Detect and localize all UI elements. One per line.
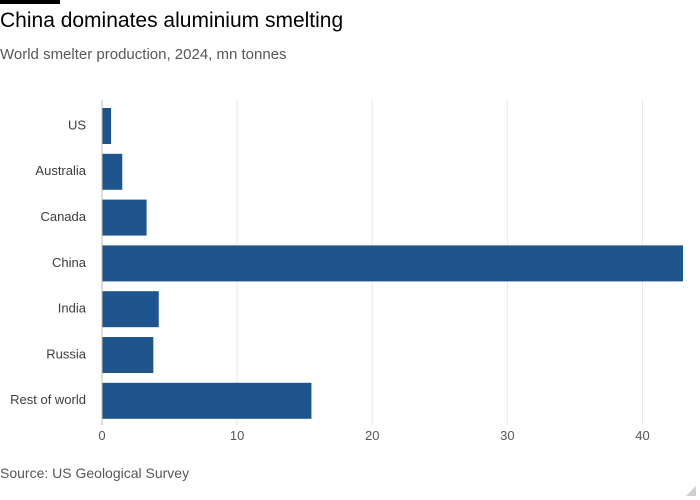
category-label: Russia bbox=[46, 346, 87, 361]
category-label: Australia bbox=[35, 163, 86, 178]
bar bbox=[102, 382, 312, 419]
bar-chart: US Australia Canada China India Russia Rest of… bbox=[10, 100, 683, 443]
resize-grip-icon bbox=[686, 486, 696, 496]
source-note: Source: US Geological Survey bbox=[0, 465, 190, 481]
brand-bar bbox=[0, 0, 60, 4]
category-label: Rest of world bbox=[10, 392, 86, 407]
bar bbox=[102, 199, 147, 236]
category-label: China bbox=[52, 255, 87, 270]
tick-label: 10 bbox=[230, 428, 244, 443]
category-label: Canada bbox=[40, 209, 86, 224]
tick-label: 0 bbox=[98, 428, 105, 443]
bar bbox=[102, 153, 123, 190]
tick-label: 30 bbox=[500, 428, 514, 443]
tick-label: 40 bbox=[635, 428, 649, 443]
bar bbox=[102, 245, 683, 282]
chart-subtitle: World smelter production, 2024, mn tonne… bbox=[0, 46, 287, 63]
category-label: US bbox=[68, 117, 86, 132]
tick-label: 20 bbox=[365, 428, 379, 443]
chart-title: China dominates aluminium smelting bbox=[0, 9, 344, 32]
bar bbox=[102, 337, 154, 373]
bar bbox=[102, 291, 159, 328]
bar bbox=[102, 108, 112, 144]
category-label: India bbox=[58, 301, 87, 316]
